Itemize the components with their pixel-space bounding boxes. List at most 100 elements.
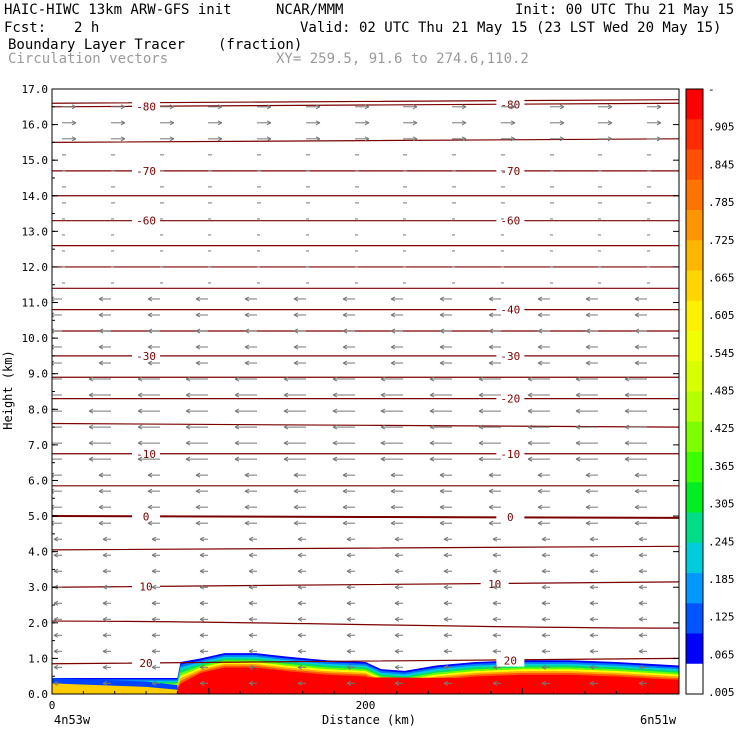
vector-head: [52, 312, 55, 318]
vector-head: [634, 488, 640, 494]
vector-head: [52, 328, 55, 334]
vector-head: [151, 552, 157, 558]
vector-head: [169, 136, 175, 142]
vector-head: [390, 504, 396, 510]
vector-head: [394, 600, 400, 606]
tracer-core: [185, 676, 679, 694]
colorbar-label: .065: [708, 648, 735, 661]
vector-head: [541, 632, 547, 638]
vector-head: [492, 648, 498, 654]
vector-head: [585, 520, 591, 526]
vector-head: [315, 120, 321, 126]
vector-head: [492, 680, 498, 686]
vector-head: [248, 600, 254, 606]
vector-head: [492, 584, 498, 590]
vector-head: [492, 616, 498, 622]
vector-head: [71, 136, 77, 142]
vector-head: [439, 472, 445, 478]
vector-head: [537, 472, 543, 478]
vector-head: [488, 472, 494, 478]
contour-label: 20: [139, 657, 152, 670]
vector-head: [342, 488, 348, 494]
vector-head: [346, 536, 352, 542]
vector-head: [478, 424, 484, 430]
vector-head: [390, 296, 396, 302]
contour-label-bg: [132, 510, 161, 523]
vector-head: [102, 616, 108, 622]
vector-head: [589, 552, 595, 558]
contour-label: 0: [507, 511, 514, 524]
y-tick-label: 4.0: [28, 546, 48, 559]
contour-label-bg: [496, 511, 525, 524]
contour-label-bg: [132, 349, 161, 362]
y-tick-label: 17.0: [22, 83, 49, 96]
vector-head: [297, 568, 303, 574]
vector-head: [40, 425, 44, 429]
vector-head: [429, 456, 435, 462]
vector-head: [492, 536, 498, 542]
vector-head: [52, 488, 55, 494]
temperature-contour: [52, 620, 679, 629]
vector-head: [244, 312, 250, 318]
contour-label: 10: [139, 580, 152, 593]
vector-head: [510, 136, 516, 142]
vector-head: [297, 632, 303, 638]
vector-head: [102, 584, 108, 590]
vector-head: [88, 392, 94, 398]
vector-head: [390, 328, 396, 334]
vector-head: [443, 568, 449, 574]
vector-head: [624, 392, 630, 398]
contour-label-bg: [496, 654, 525, 667]
vector-head: [638, 552, 644, 558]
vector-head: [293, 312, 299, 318]
vector-head: [638, 584, 644, 590]
vector-head: [607, 104, 613, 110]
vector-head: [394, 680, 400, 686]
vector-head: [488, 488, 494, 494]
vector-head: [332, 376, 338, 382]
vector-head: [342, 312, 348, 318]
y-tick-label: 5.0: [28, 510, 48, 523]
colorbar-swatch: [686, 391, 703, 423]
vector-head: [102, 680, 108, 686]
vector-head: [151, 680, 157, 686]
vector-head: [443, 632, 449, 638]
vector-head: [541, 536, 547, 542]
vector-head: [169, 120, 175, 126]
vector-head: [147, 472, 153, 478]
vector-head: [332, 408, 338, 414]
contour-label-bg: [496, 447, 525, 460]
contour-label: -30: [136, 350, 156, 363]
vector-head: [40, 393, 44, 397]
vector-head: [575, 392, 581, 398]
vector-head: [195, 520, 201, 526]
colorbar-swatch: [686, 179, 703, 211]
vector-head: [478, 456, 484, 462]
contour-label: -20: [500, 393, 520, 406]
vector-head: [195, 504, 201, 510]
contour-label: -10: [500, 448, 520, 461]
vector-head: [638, 648, 644, 654]
vector-head: [390, 488, 396, 494]
vector-head: [283, 408, 289, 414]
colorbar-label: .905: [708, 121, 735, 134]
vector-head: [199, 664, 205, 670]
vector-head: [283, 440, 289, 446]
vector-head: [478, 392, 484, 398]
vector-head: [443, 680, 449, 686]
colorbar-label: .485: [708, 385, 735, 398]
vector-head: [217, 120, 223, 126]
colorbar-label: .605: [708, 309, 735, 322]
vector-head: [248, 616, 254, 622]
y-tick-label: 16.0: [22, 119, 49, 132]
vector-head: [634, 296, 640, 302]
vector-head: [390, 312, 396, 318]
vector-head: [364, 120, 370, 126]
vector-head: [429, 408, 435, 414]
vector-head: [283, 456, 289, 462]
vector-head: [541, 616, 547, 622]
contour-label-bg: [480, 578, 509, 591]
vector-head: [120, 136, 126, 142]
vector-head: [283, 424, 289, 430]
y-tick-label: 10.0: [22, 332, 49, 345]
